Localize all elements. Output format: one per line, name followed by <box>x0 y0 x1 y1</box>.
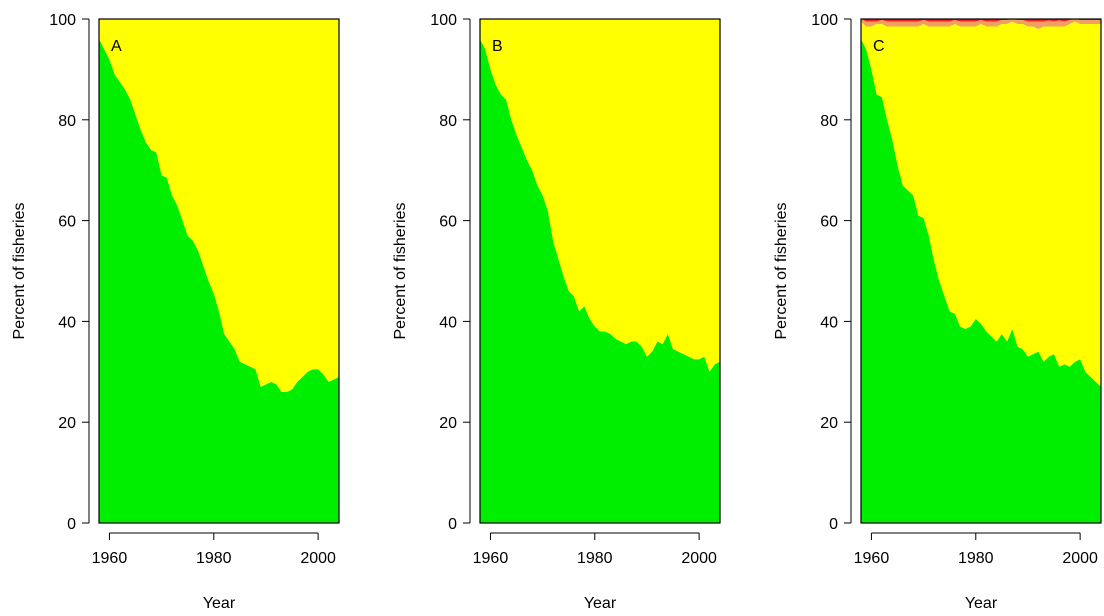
x-tick-label: 2000 <box>300 550 336 567</box>
panel-a: 0 20 40 60 80 100 1960 1980 2000 Year Percent of f… <box>11 12 340 612</box>
x-tick-label: 1980 <box>577 550 613 567</box>
y-tick-label: 80 <box>58 113 76 130</box>
y-axis-label: Percent of fisheries <box>11 203 28 340</box>
plot-frame <box>98 18 340 524</box>
panel-b: 0 20 40 60 80 100 1960 1980 2000 Year Percent of f… <box>392 12 721 612</box>
area-series-1 <box>861 39 1101 523</box>
area-series-2 <box>99 19 339 392</box>
x-tick-label: 2000 <box>1062 550 1098 567</box>
panel-label: B <box>492 38 503 55</box>
y-tick-label: 100 <box>811 12 838 29</box>
y-tick-label: 60 <box>58 214 76 231</box>
panel-label: C <box>873 38 885 55</box>
panel-label: A <box>111 38 122 55</box>
panel-c: 0 20 40 60 80 100 1960 1980 2000 Year Percent of f… <box>773 12 1102 612</box>
y-tick-label: 0 <box>829 516 838 533</box>
y-tick-label: 0 <box>448 516 457 533</box>
area-series-2 <box>480 19 720 372</box>
x-axis-label: Year <box>584 595 617 612</box>
area-series-4 <box>861 19 1101 22</box>
y-tick-label: 60 <box>820 214 838 231</box>
x-axis-label: Year <box>203 595 236 612</box>
area-series-1 <box>99 39 339 523</box>
y-tick-label: 100 <box>430 12 457 29</box>
y-tick-label: 20 <box>58 415 76 432</box>
y-tick-label: 80 <box>820 113 838 130</box>
y-tick-label: 80 <box>439 113 457 130</box>
x-tick-label: 1980 <box>958 550 994 567</box>
y-tick-label: 40 <box>820 314 838 331</box>
y-tick-label: 20 <box>820 415 838 432</box>
x-tick-label: 2000 <box>681 550 717 567</box>
x-tick-label: 1960 <box>92 550 128 567</box>
y-tick-label: 100 <box>49 12 76 29</box>
plot-frame <box>860 18 1102 524</box>
y-tick-label: 0 <box>67 516 76 533</box>
x-tick-label: 1960 <box>854 550 890 567</box>
y-tick-label: 40 <box>58 314 76 331</box>
area-series-2 <box>861 21 1101 387</box>
x-tick-label: 1980 <box>196 550 232 567</box>
area-series-1 <box>480 39 720 523</box>
y-axis-label: Percent of fisheries <box>773 203 790 340</box>
y-tick-label: 40 <box>439 314 457 331</box>
y-tick-label: 20 <box>439 415 457 432</box>
x-axis-label: Year <box>965 595 998 612</box>
plot-frame <box>479 18 721 524</box>
y-axis-label: Percent of fisheries <box>392 203 409 340</box>
y-tick-label: 60 <box>439 214 457 231</box>
x-tick-label: 1960 <box>473 550 509 567</box>
